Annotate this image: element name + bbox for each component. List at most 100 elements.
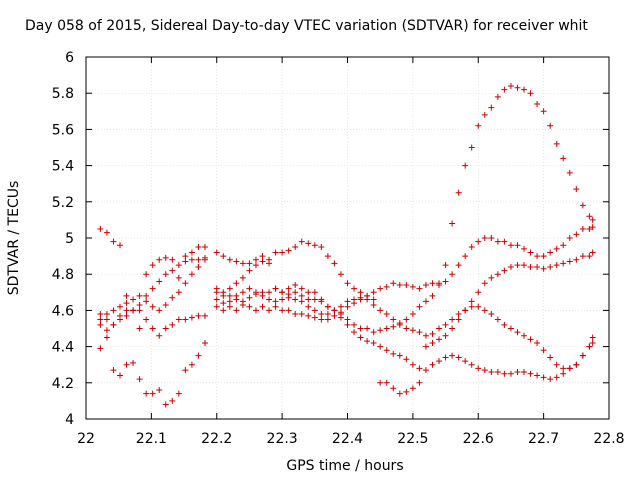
data-point [110,238,117,245]
data-point [188,271,195,278]
data-point [182,253,189,260]
data-point [403,282,410,289]
data-point [246,303,253,310]
data-point [311,296,318,303]
y-tick-label: 4.8 [52,267,74,283]
data-point [586,253,593,260]
data-point [324,311,331,318]
data-point [103,316,110,323]
data-point [188,361,195,368]
data-point [527,263,534,270]
data-point [579,352,586,359]
data-point [586,343,593,350]
data-point [188,249,195,256]
data-point [579,225,586,232]
data-point [188,256,195,263]
data-point [507,242,514,249]
data-point [560,370,567,377]
data-point [403,356,410,363]
data-point [116,242,123,249]
y-tick-label: 5 [65,231,74,247]
data-point [324,316,331,323]
data-point [455,189,462,196]
data-point [97,225,104,232]
data-point [110,321,117,328]
data-point [272,249,279,256]
data-point [390,385,397,392]
data-point [97,321,104,328]
data-point [351,285,358,292]
data-point [521,332,528,339]
data-point [344,280,351,287]
data-point [553,245,560,252]
data-point [422,367,429,374]
plot-frame [85,56,610,420]
data-point [246,285,253,292]
data-point [586,225,593,232]
data-point [285,285,292,292]
data-point [220,253,227,260]
data-point [422,332,429,339]
data-point [364,338,371,345]
data-point [298,285,305,292]
data-point [272,298,279,305]
y-tick-label: 5.6 [52,122,74,138]
data-point [266,296,273,303]
data-point [292,244,299,251]
data-point [305,289,312,296]
data-point [220,307,227,314]
data-point [527,90,534,97]
data-point [226,298,233,305]
x-tick-label: 22.4 [332,431,363,447]
data-point [449,325,456,332]
data-point [156,256,163,263]
data-point [436,325,443,332]
data-point [579,202,586,209]
data-point [175,289,182,296]
data-point [182,367,189,374]
data-point [226,303,233,310]
data-point [429,361,436,368]
x-tick-label: 22.6 [463,431,494,447]
data-point [462,307,469,314]
data-point [442,262,449,269]
data-point [226,292,233,299]
data-point [429,339,436,346]
data-point [501,321,508,328]
data-point [383,283,390,290]
data-point [589,339,596,346]
y-tick-label: 5.4 [52,159,74,175]
data-point [195,263,202,270]
data-point [507,325,514,332]
data-point [279,296,286,303]
chart-title: Day 058 of 2015, Sidereal Day-to-day VTE… [25,18,588,34]
data-point [182,280,189,287]
data-point [481,111,488,118]
data-point [396,282,403,289]
data-point [409,327,416,334]
data-point [143,292,150,299]
data-point [475,289,482,296]
data-point [130,359,137,366]
data-point [292,311,299,318]
data-point [311,242,318,249]
data-point [589,224,596,231]
data-point [547,376,554,383]
data-point [220,289,227,296]
y-tick-label: 5.8 [52,86,74,102]
data-point [259,292,266,299]
data-point [285,307,292,314]
data-point [527,336,534,343]
data-point [136,376,143,383]
data-point [123,361,130,368]
data-point [195,256,202,263]
data-point [573,361,580,368]
data-point [213,296,220,303]
data-point [436,282,443,289]
data-point [494,316,501,323]
data-point [285,294,292,301]
data-point [409,385,416,392]
data-point [442,278,449,285]
data-point [292,296,299,303]
y-tick-label: 4.4 [52,340,74,356]
